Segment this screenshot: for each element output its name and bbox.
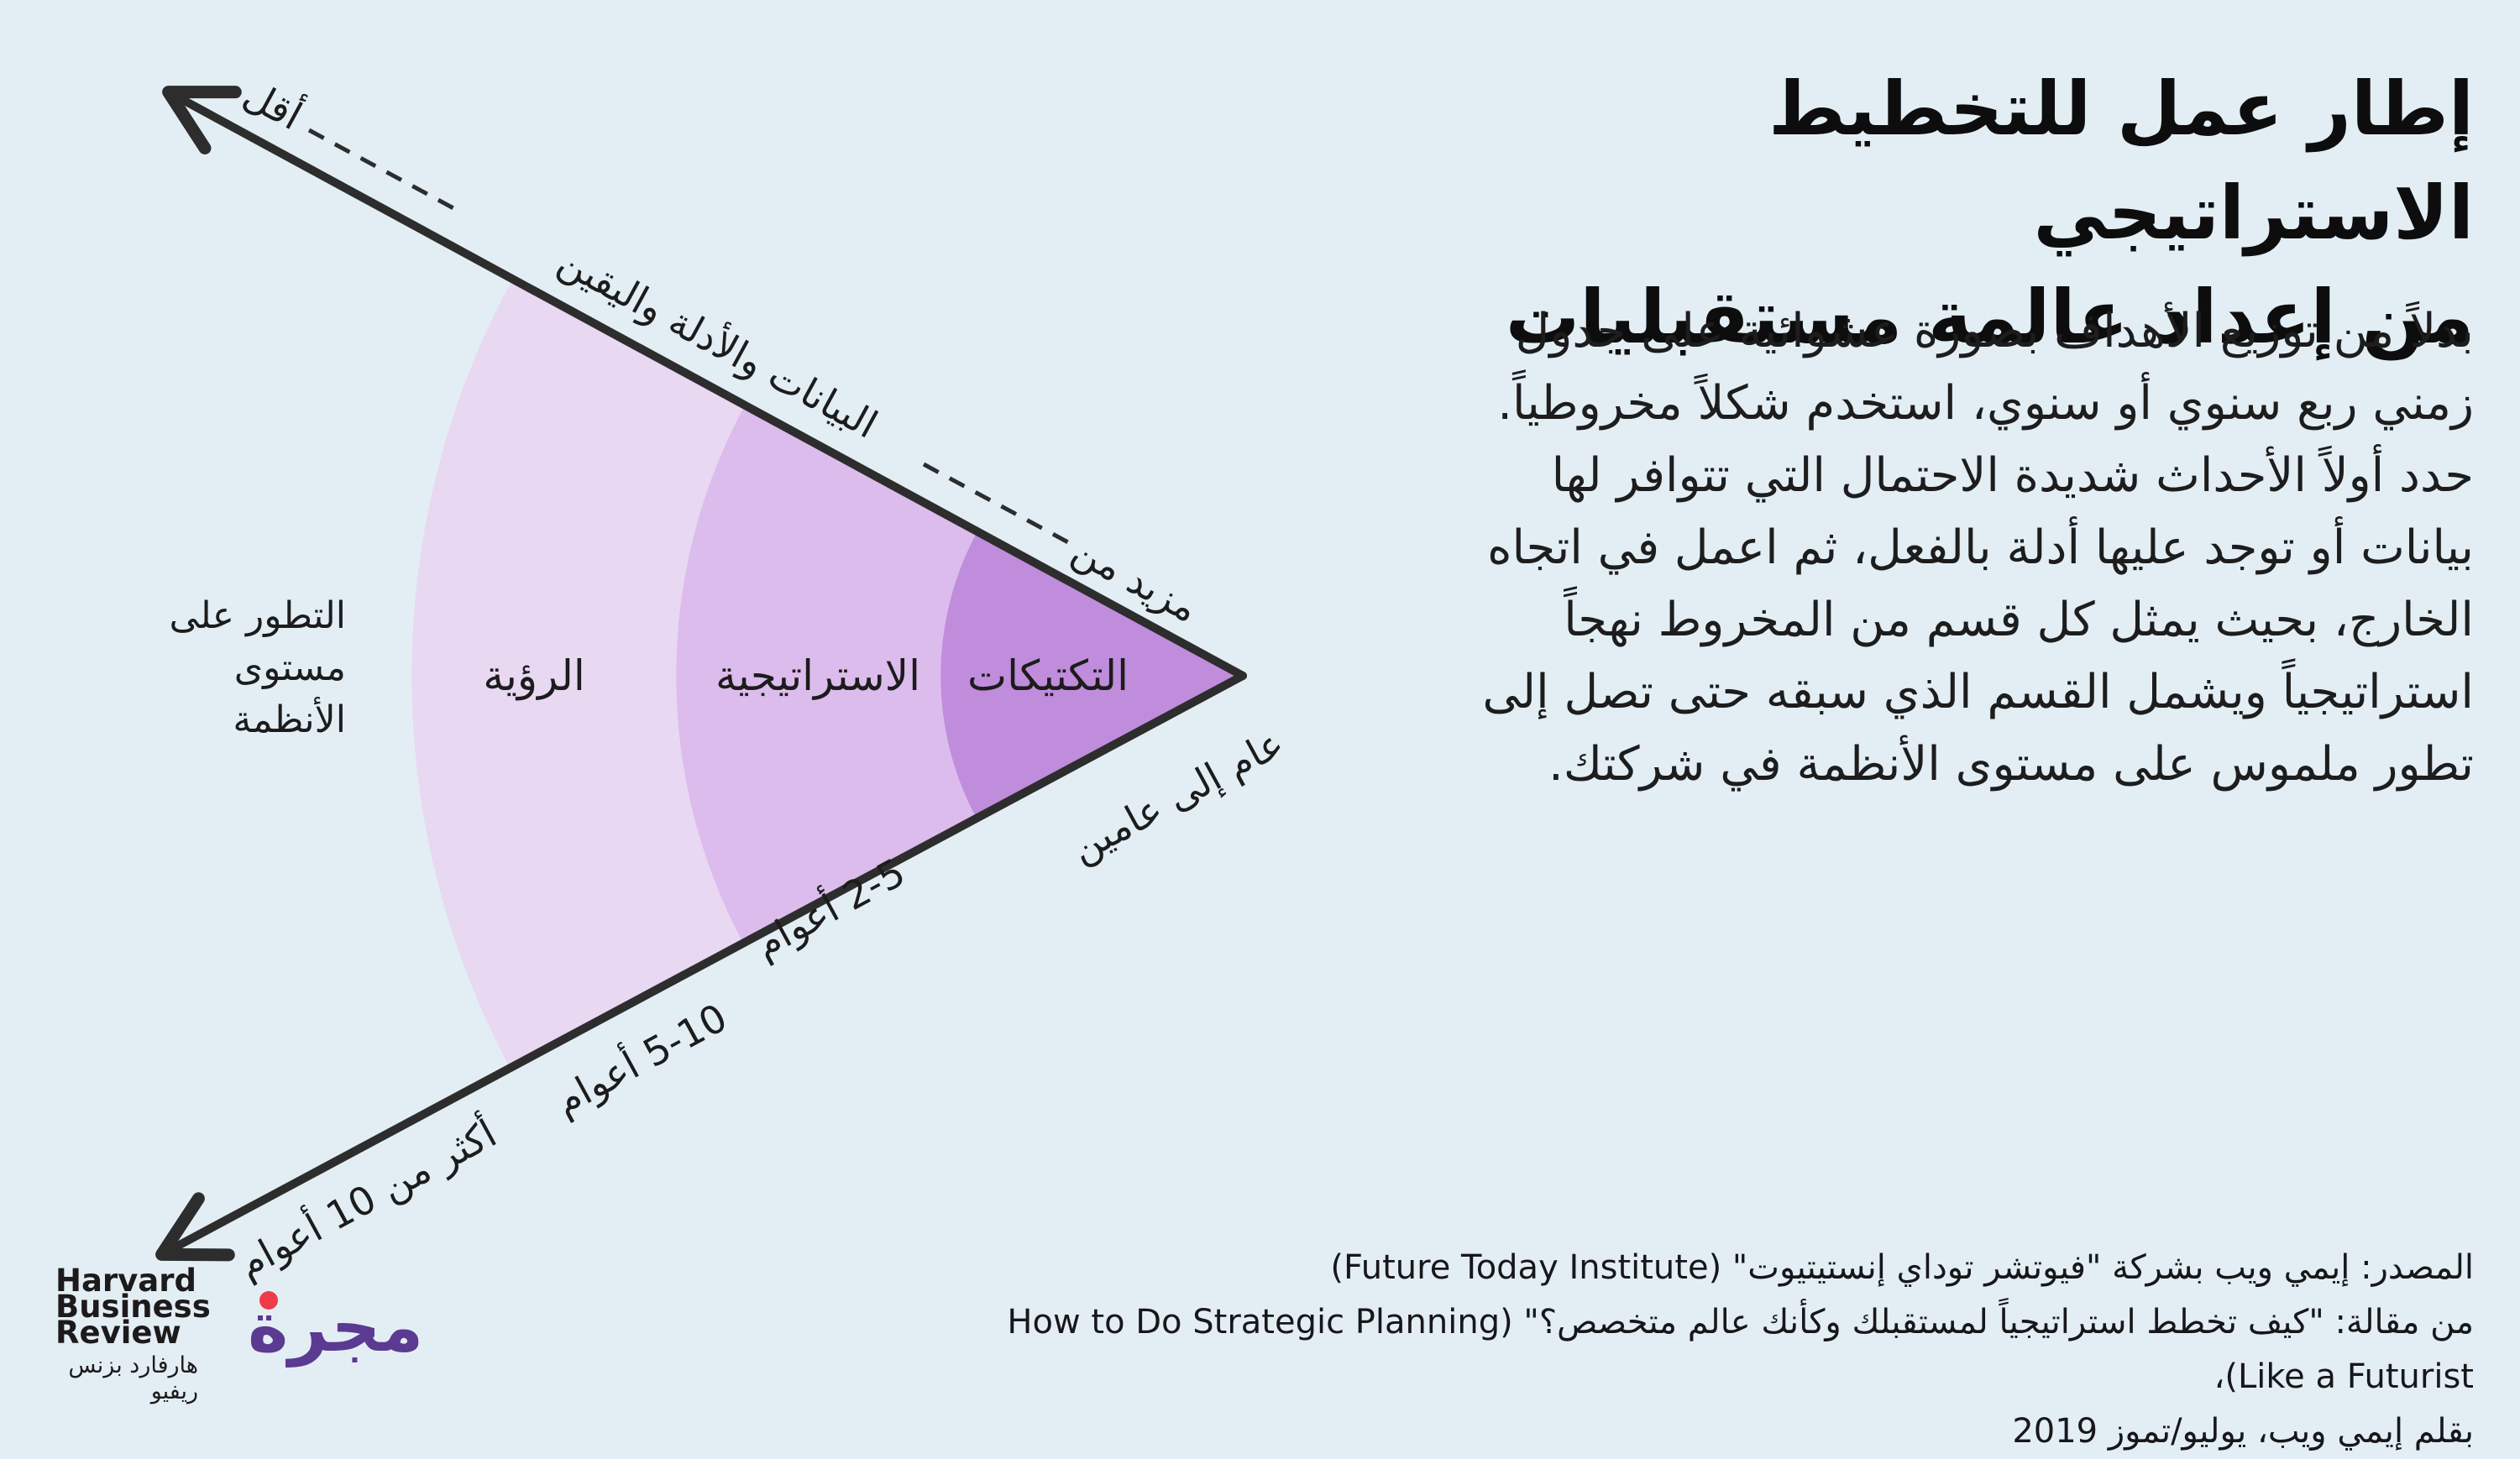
intro-line: بدلاً من توزيع الأهداف بصورة عشوائية على… [1515,304,2474,358]
intro-paragraph: بدلاً من توزيع الأهداف بصورة عشوائية على… [1420,295,2474,801]
cone-diagram [155,86,1247,1262]
systems-evolution-line1: التطور على [169,594,346,637]
source-line2: من مقالة: "كيف تخطط استراتيجياً لمستقبلك… [1007,1303,2474,1396]
intro-line: تطور ملموس على مستوى الأنظمة في شركتك. [1548,737,2474,792]
hbr-logo-arabic: هارفارد بزنس ريفيو [68,1352,198,1404]
page-title-line2: من إعداد عالمة مستقبليات [1505,274,2474,360]
page-title-line1: إطار عمل للتخطيط الاستراتيجي [1768,65,2474,256]
dashed-line-left [307,128,455,211]
intro-line: زمني ربع سنوي أو سنوي، استخدم شكلاً مخرو… [1497,376,2474,431]
cone-label-strategy: الاستراتيجية [715,651,921,700]
cone-section-tactics [940,531,1243,820]
intro-line: حدد أولاً الأحداث شديدة الاحتمال التي تت… [1551,448,2474,503]
systems-evolution-label: التطور على مستوى الأنظمة [118,590,346,746]
cone-label-vision: الرؤية [483,651,585,700]
systems-evolution-line2: مستوى الأنظمة [233,646,346,741]
intro-line: بيانات أو توجد عليها أدلة بالفعل، ثم اعم… [1487,520,2474,575]
majarra-logo-dot [259,1291,278,1310]
intro-line: الخارج، بحيث يمثل كل قسم من المخروط نهجا… [1564,593,2474,647]
top-axis-arrow [162,86,1247,680]
source-line1: المصدر: إيمي ويب بشركة "فيوتشر توداي إنس… [1330,1248,2474,1287]
source-line3: بقلم إيمي ويب، يوليو/تموز 2019 [2012,1412,2474,1451]
intro-line: استراتيجياً ويشمل القسم الذي سبقه حتى تص… [1482,665,2474,719]
cone-label-tactics: التكتيكات [967,651,1129,700]
hbr-logo: Harvard Business Review هارفارد بزنس ريف… [55,1263,211,1404]
hbr-logo-line1: Harvard [55,1263,196,1299]
infographic-canvas: أقل البيانات والأدلة واليقين مزيد من الت… [55,57,2474,1451]
page-title: إطار عمل للتخطيط الاستراتيجي من إعداد عا… [1407,57,2474,369]
hbr-logo-line2: Business [55,1289,211,1325]
bottom-axis-arrow [155,672,1247,1262]
source-credits: المصدر: إيمي ويب بشركة "فيوتشر توداي إنس… [1004,1241,2474,1459]
majarra-logo: مجرة [248,1286,423,1378]
hbr-logo-line3: Review [55,1315,181,1351]
